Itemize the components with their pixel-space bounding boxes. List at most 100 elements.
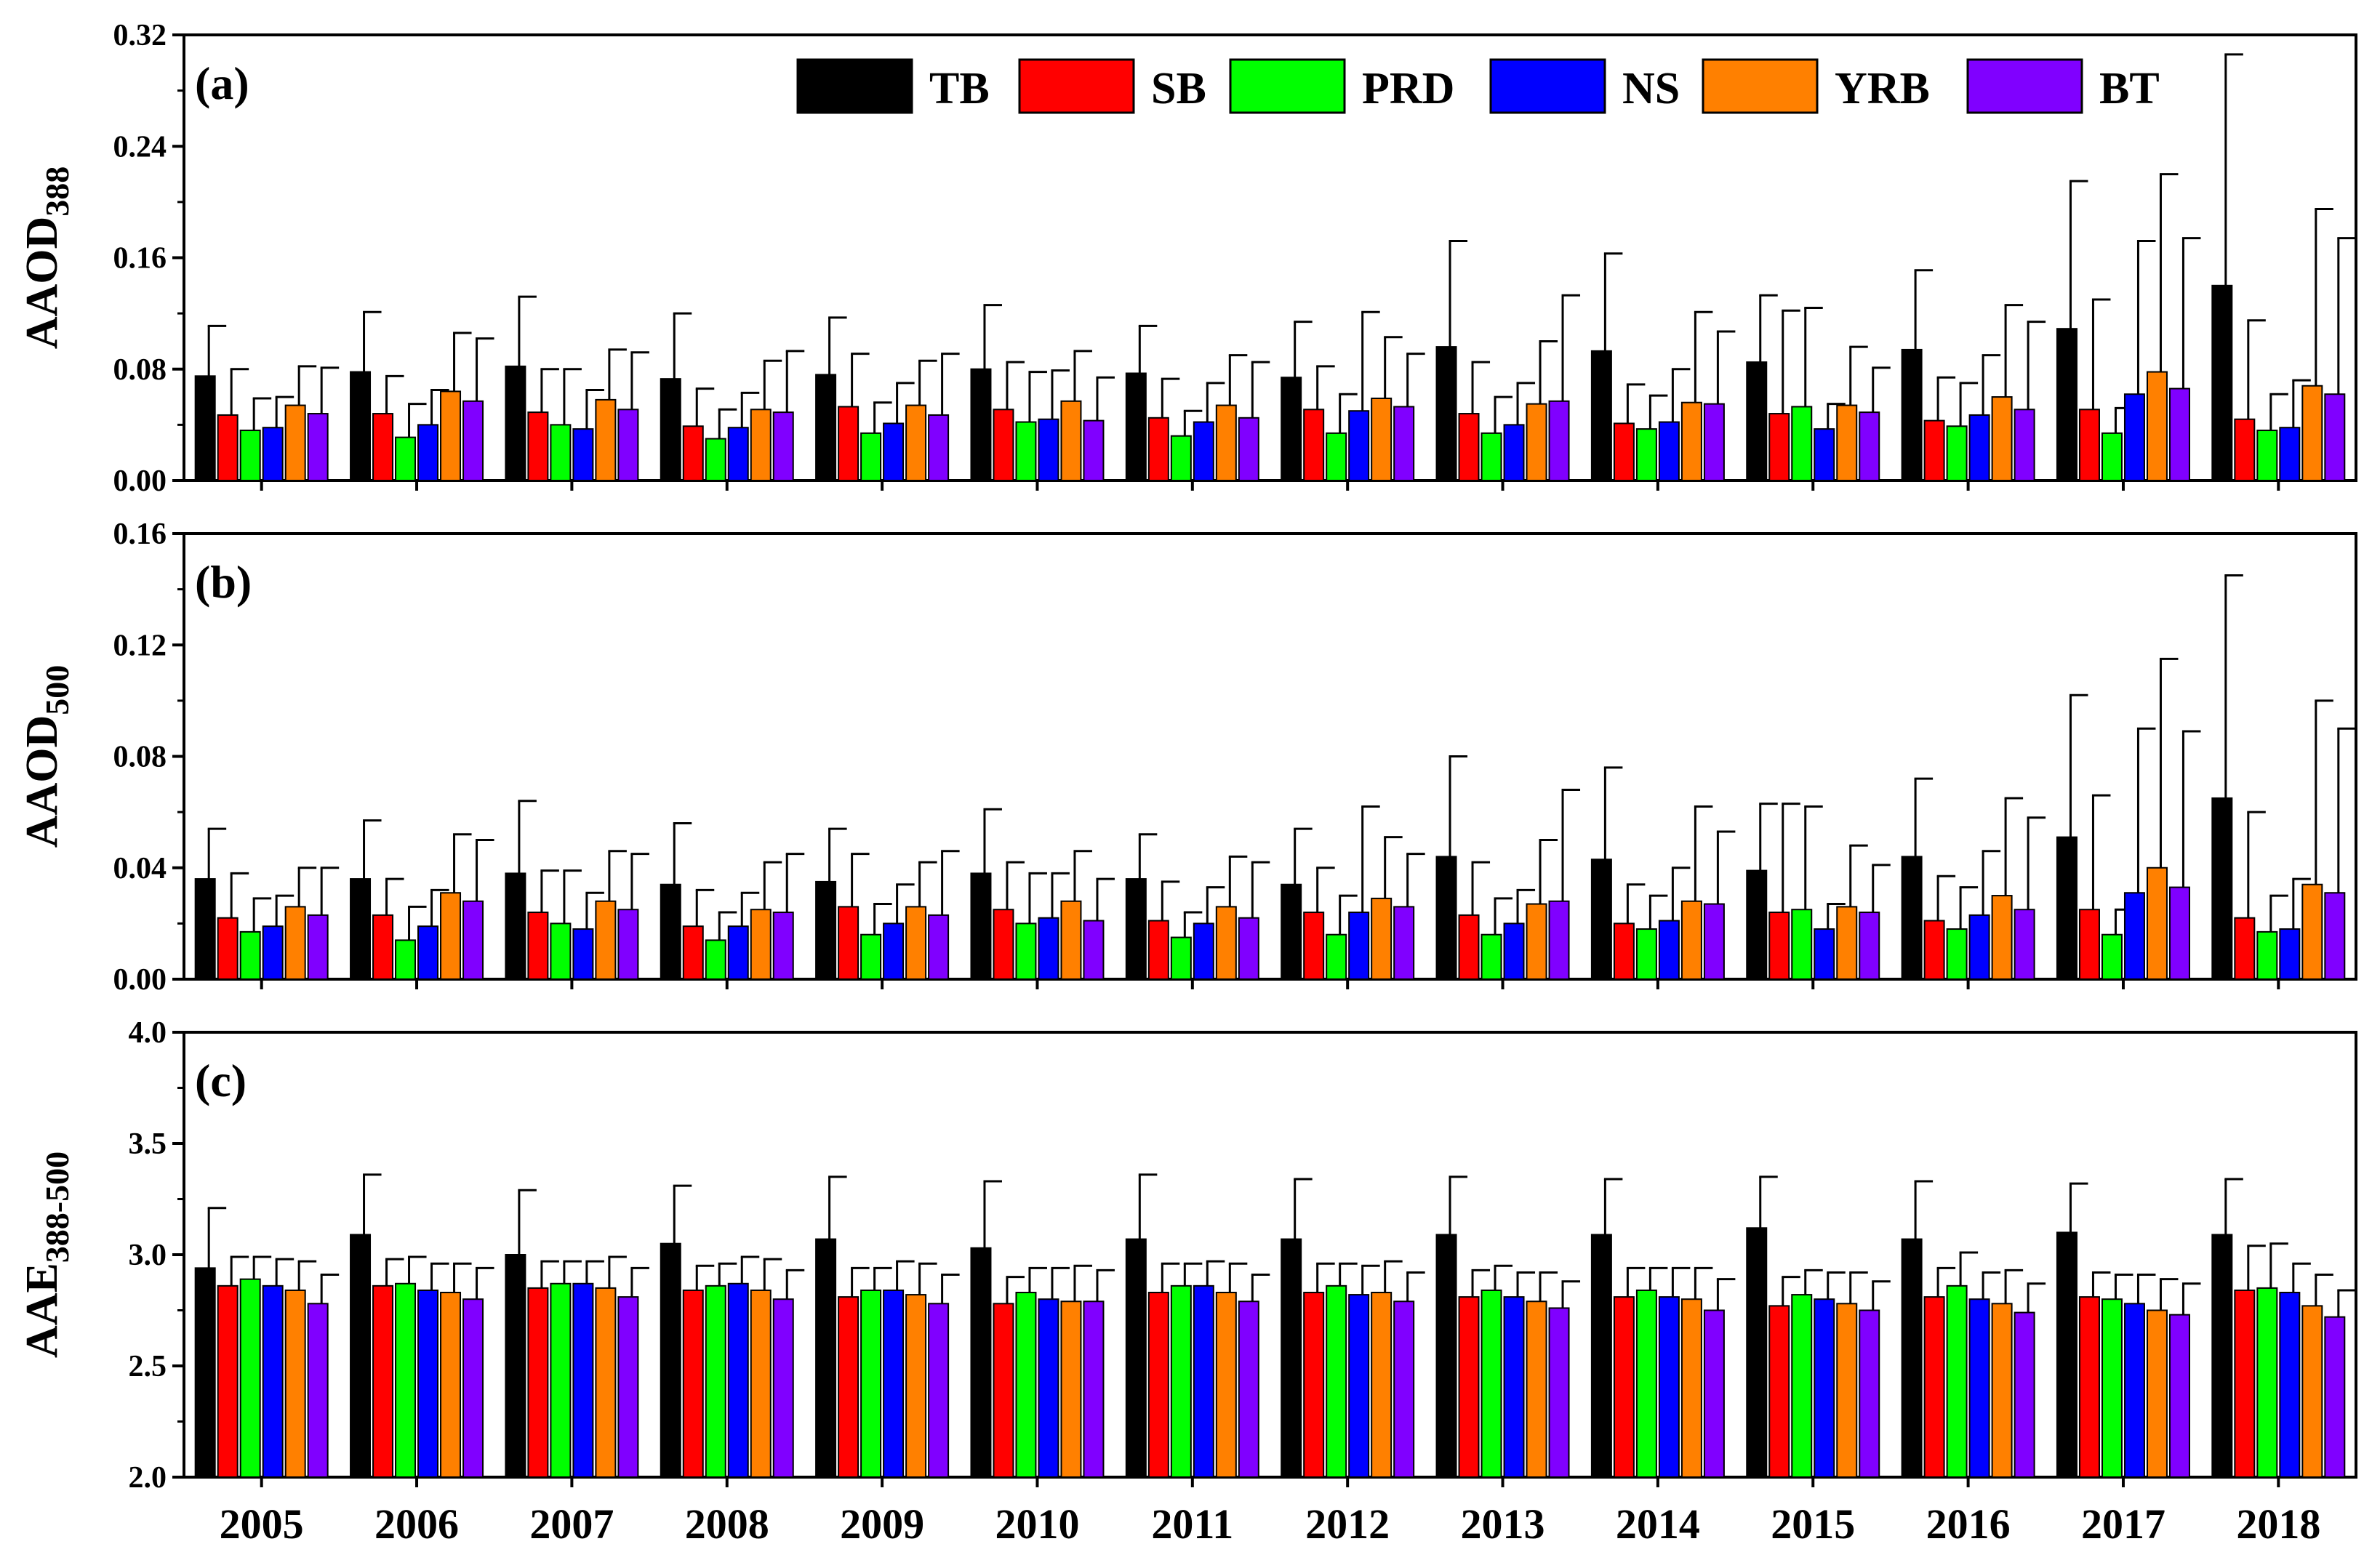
bar-sb-2015 bbox=[1768, 912, 1790, 981]
bar-prd-2016 bbox=[1946, 425, 1968, 482]
series-yrb bbox=[284, 1255, 2333, 1479]
bar-ns-2006 bbox=[417, 925, 439, 981]
bar-sb-2017 bbox=[2078, 1296, 2100, 1479]
bar-tb-2008 bbox=[660, 1242, 681, 1478]
series-ns bbox=[262, 240, 2311, 482]
bar-bt-2017 bbox=[2168, 1314, 2190, 1478]
x-tick-label-2018: 2018 bbox=[2236, 1500, 2320, 1548]
bar-tb-2010 bbox=[970, 872, 992, 980]
y-tick-label: 0.08 bbox=[113, 741, 167, 774]
bar-yrb-2018 bbox=[2301, 1305, 2323, 1478]
bar-yrb-2015 bbox=[1836, 1303, 1858, 1478]
x-tick-label-2015: 2015 bbox=[1771, 1500, 1855, 1548]
x-tick-label-2008: 2008 bbox=[685, 1500, 769, 1548]
bar-tb-2016 bbox=[1901, 348, 1923, 481]
y-tick-label: 2.5 bbox=[129, 1350, 167, 1383]
bar-bt-2014 bbox=[1703, 903, 1725, 981]
bar-ns-2014 bbox=[1658, 421, 1680, 482]
bar-sb-2008 bbox=[682, 425, 704, 482]
panel-label: (a) bbox=[195, 57, 249, 109]
bar-bt-2012 bbox=[1393, 406, 1415, 481]
bar-bt-2010 bbox=[1083, 1300, 1105, 1479]
y-tick-label: 0.08 bbox=[113, 353, 167, 387]
bar-ns-2010 bbox=[1038, 418, 1059, 482]
bar-yrb-2010 bbox=[1060, 1300, 1082, 1479]
bar-yrb-2013 bbox=[1526, 403, 1547, 481]
bar-ns-2010 bbox=[1038, 917, 1059, 981]
bar-ns-2015 bbox=[1814, 928, 1835, 980]
bar-prd-2009 bbox=[860, 432, 882, 482]
bar-prd-2009 bbox=[860, 933, 882, 980]
bar-prd-2016 bbox=[1946, 1284, 1968, 1478]
bar-tb-2014 bbox=[1590, 350, 1612, 481]
legend-label-ns: NS bbox=[1622, 64, 1680, 113]
bar-sb-2008 bbox=[682, 925, 704, 981]
bar-yrb-2014 bbox=[1680, 401, 1702, 481]
bar-ns-2009 bbox=[883, 1289, 905, 1478]
bar-yrb-2011 bbox=[1215, 1292, 1237, 1479]
bar-yrb-2006 bbox=[440, 1292, 462, 1479]
bar-yrb-2006 bbox=[440, 892, 462, 980]
bar-yrb-2015 bbox=[1836, 906, 1858, 980]
series-ns bbox=[262, 727, 2311, 981]
bar-ns-2005 bbox=[262, 1284, 284, 1478]
bar-yrb-2013 bbox=[1526, 1300, 1547, 1479]
bar-prd-2018 bbox=[2256, 930, 2278, 981]
bar-ns-2006 bbox=[417, 1289, 439, 1478]
bar-ns-2016 bbox=[1968, 1298, 1990, 1478]
bar-sb-2009 bbox=[838, 906, 860, 980]
bar-yrb-2005 bbox=[284, 906, 306, 980]
bar-tb-2007 bbox=[505, 1254, 526, 1478]
bar-sb-2013 bbox=[1458, 1296, 1480, 1479]
legend-label-sb: SB bbox=[1151, 64, 1206, 113]
bar-bt-2013 bbox=[1548, 900, 1570, 980]
bar-bt-2009 bbox=[928, 1303, 950, 1478]
legend-item-yrb: YRB bbox=[1702, 58, 1930, 114]
bar-tb-2011 bbox=[1125, 1238, 1147, 1478]
bar-yrb-2014 bbox=[1680, 1298, 1702, 1478]
bar-yrb-2010 bbox=[1060, 400, 1082, 482]
bar-prd-2014 bbox=[1635, 928, 1657, 980]
x-tick-label-2007: 2007 bbox=[529, 1500, 614, 1548]
bar-tb-2008 bbox=[660, 883, 681, 981]
bar-sb-2016 bbox=[1923, 419, 1945, 481]
bar-prd-2010 bbox=[1015, 1292, 1037, 1479]
bar-prd-2005 bbox=[239, 1278, 261, 1479]
bar-tb-2011 bbox=[1125, 878, 1147, 980]
bar-bt-2005 bbox=[307, 914, 329, 980]
bar-bt-2007 bbox=[617, 409, 639, 481]
bar-tb-2007 bbox=[505, 365, 526, 482]
bar-ns-2010 bbox=[1038, 1298, 1059, 1478]
bar-bt-2013 bbox=[1548, 1307, 1570, 1478]
bar-prd-2006 bbox=[395, 436, 417, 481]
x-tick-label-2017: 2017 bbox=[2081, 1500, 2165, 1548]
series-bt bbox=[307, 1266, 2356, 1479]
y-axis-label-main: AAE bbox=[17, 1263, 67, 1358]
series-prd bbox=[239, 805, 2288, 981]
x-tick-label-2006: 2006 bbox=[374, 1500, 459, 1548]
series-bt bbox=[307, 237, 2356, 482]
bar-sb-2012 bbox=[1303, 912, 1325, 981]
bar-ns-2009 bbox=[883, 422, 905, 481]
legend-swatch-sb bbox=[1018, 58, 1135, 114]
bar-sb-2008 bbox=[682, 1289, 704, 1478]
bar-tb-2010 bbox=[970, 1247, 992, 1478]
bar-prd-2015 bbox=[1791, 1294, 1813, 1478]
bar-ns-2018 bbox=[2279, 427, 2301, 481]
bar-bt-2017 bbox=[2168, 387, 2190, 481]
bar-bt-2006 bbox=[462, 400, 484, 482]
bar-tb-2013 bbox=[1435, 1234, 1457, 1478]
bar-bt-2011 bbox=[1238, 1300, 1259, 1479]
bar-prd-2009 bbox=[860, 1289, 882, 1478]
series-tb bbox=[194, 574, 2243, 981]
bar-yrb-2013 bbox=[1526, 903, 1547, 981]
y-tick-label: 0.16 bbox=[113, 518, 167, 551]
bar-sb-2011 bbox=[1147, 920, 1169, 980]
bar-ns-2008 bbox=[727, 925, 749, 981]
bar-yrb-2008 bbox=[750, 909, 772, 980]
bar-sb-2006 bbox=[372, 1284, 394, 1478]
bar-prd-2006 bbox=[395, 939, 417, 981]
bar-ns-2013 bbox=[1503, 1296, 1525, 1479]
x-tick-label-2016: 2016 bbox=[1926, 1500, 2011, 1548]
x-tick-label-2014: 2014 bbox=[1616, 1500, 1700, 1548]
